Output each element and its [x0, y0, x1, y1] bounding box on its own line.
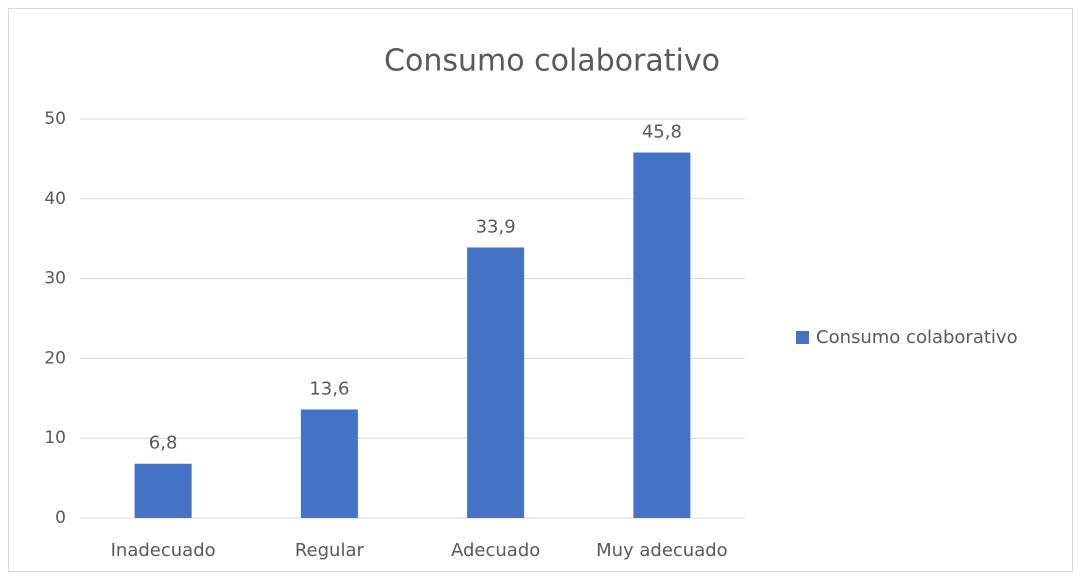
- y-tick-label: 30: [44, 269, 66, 289]
- x-tick-label: Muy adecuado: [596, 540, 728, 561]
- y-tick-label: 40: [44, 189, 66, 209]
- bar: [300, 409, 358, 518]
- x-tick-label: Adecuado: [451, 540, 540, 561]
- data-label: 6,8: [149, 433, 178, 454]
- bar: [134, 463, 192, 518]
- chart-title: Consumo colaborativo: [384, 44, 720, 79]
- x-tick-label: Regular: [295, 540, 365, 561]
- legend-label: Consumo colaborativo: [816, 327, 1018, 348]
- y-tick-label: 0: [55, 508, 66, 528]
- data-label: 45,8: [642, 122, 682, 143]
- y-tick-label: 50: [44, 109, 66, 129]
- bar: [633, 152, 691, 519]
- y-tick-label: 20: [44, 348, 66, 368]
- x-tick-label: Inadecuado: [111, 540, 216, 561]
- y-tick-label: 10: [44, 428, 66, 448]
- data-label: 33,9: [476, 216, 516, 237]
- bar: [467, 247, 525, 518]
- data-label: 13,6: [309, 378, 349, 399]
- legend-swatch: [796, 331, 809, 344]
